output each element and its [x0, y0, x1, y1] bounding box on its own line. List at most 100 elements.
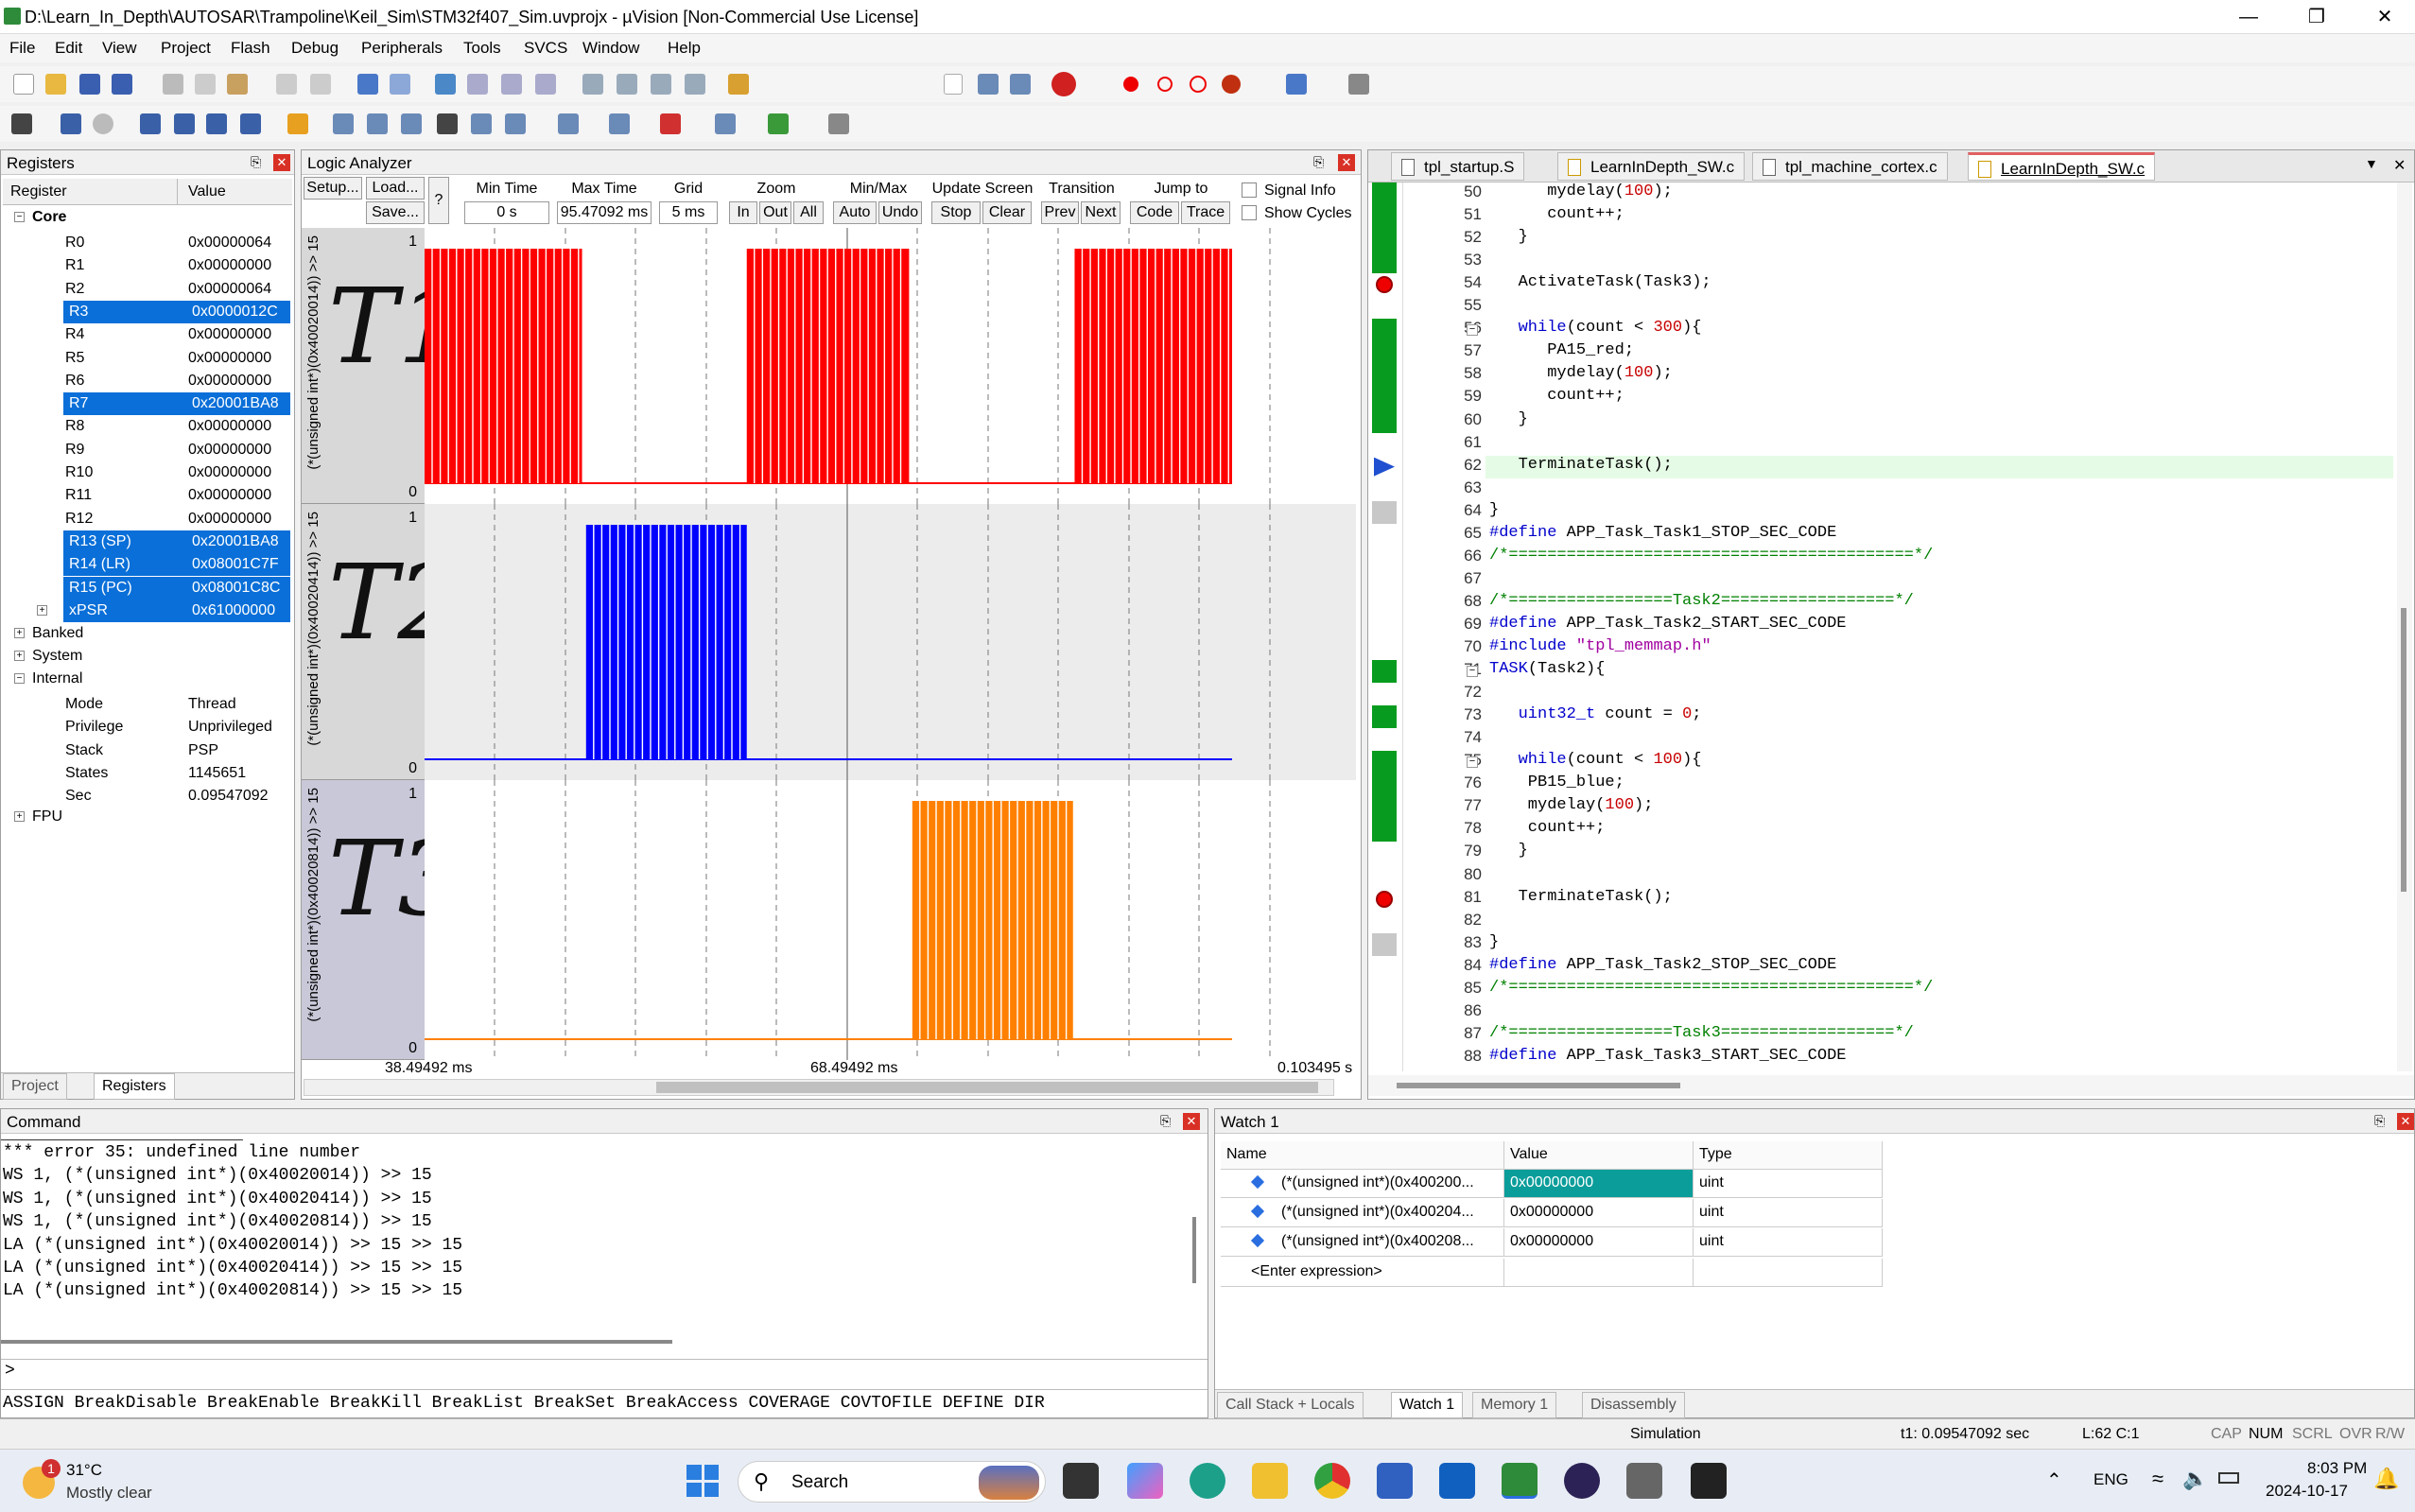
register-value[interactable]: 0x00000000 [188, 464, 272, 480]
col-type[interactable]: Type [1694, 1141, 1883, 1170]
incremental-find-icon[interactable] [1010, 74, 1031, 95]
undo-icon[interactable] [276, 74, 297, 95]
group-banked[interactable]: + Banked [14, 625, 83, 642]
internal-row[interactable]: States 1145651 [1, 762, 290, 785]
code-area[interactable]: 50 mydelay(100); 51 count++; 52 } 53 54 Acti… [1368, 182, 2395, 1071]
paste-icon[interactable] [227, 74, 248, 95]
analysis-window-icon[interactable] [660, 113, 681, 134]
save-all-icon[interactable] [112, 74, 132, 95]
watch-value[interactable]: 0x00000000 [1504, 1170, 1694, 1198]
snipping-tool-icon[interactable] [1626, 1463, 1662, 1499]
tab-project[interactable]: Project [3, 1073, 67, 1100]
next-button[interactable]: Next [1081, 201, 1121, 224]
register-row[interactable]: R13 (SP) 0x20001BA8 [1, 530, 290, 553]
find-combo-icon[interactable] [944, 74, 963, 95]
save-icon[interactable] [79, 74, 100, 95]
chrome-icon[interactable] [1314, 1463, 1350, 1499]
breakpoint-icon[interactable] [1376, 890, 1393, 908]
redo-icon[interactable] [310, 74, 331, 95]
volume-icon[interactable]: 🔈 [2182, 1467, 2209, 1490]
step-out-icon[interactable] [206, 113, 227, 134]
menu-file[interactable]: File [9, 39, 36, 57]
register-row[interactable]: R6 0x00000000 [1, 370, 290, 392]
code-button[interactable]: Code [1130, 201, 1179, 224]
register-row[interactable]: R14 (LR) 0x08001C7F [1, 553, 290, 577]
register-row[interactable]: R8 0x00000000 [1, 415, 290, 438]
command-window-icon[interactable] [333, 113, 354, 134]
collapse-icon[interactable]: − [14, 673, 25, 685]
waveform-2[interactable] [425, 504, 1356, 780]
debug-session-icon[interactable] [1051, 72, 1076, 96]
toolbox-icon[interactable] [828, 113, 849, 134]
menu-window[interactable]: Window [582, 39, 640, 57]
signal-label-1[interactable]: (*(unsigned int*)(0x40020014)) >> 15 1 0 [302, 228, 425, 504]
watch-window-icon[interactable] [505, 113, 526, 134]
system-viewer-icon[interactable] [768, 113, 789, 134]
watch-name[interactable]: (*(unsigned int*)(0x400204... [1221, 1199, 1504, 1227]
register-value[interactable]: 0x00000064 [188, 280, 272, 297]
copilot-icon[interactable] [1127, 1463, 1163, 1499]
register-row[interactable]: R12 0x00000000 [1, 508, 290, 530]
close-icon[interactable]: ✕ [1183, 1113, 1200, 1130]
menu-debug[interactable]: Debug [291, 39, 339, 57]
signal-label-2[interactable]: (*(unsigned int*)(0x40020414)) >> 15 1 0 [302, 504, 425, 780]
zoom-in-button[interactable]: In [729, 201, 757, 224]
reset-icon[interactable] [11, 113, 32, 134]
register-value[interactable]: 0x00000000 [188, 257, 272, 274]
fold-icon[interactable]: − [1467, 324, 1478, 337]
tab-memory-1[interactable]: Memory 1 [1472, 1392, 1557, 1418]
tray-chevron-icon[interactable]: ⌃ [2046, 1470, 2062, 1491]
find-in-files-icon[interactable] [728, 74, 749, 95]
search-box[interactable]: ⚲ Search [738, 1461, 1046, 1503]
menu-project[interactable]: Project [161, 39, 211, 57]
cut-icon[interactable] [163, 74, 183, 95]
scrollbar-thumb[interactable] [1397, 1083, 1680, 1088]
register-value[interactable]: 0x00000000 [188, 487, 272, 504]
waveform-3[interactable] [425, 780, 1356, 1060]
nav-forward-icon[interactable] [390, 74, 410, 95]
signal-tracks[interactable]: (*(unsigned int*)(0x40020014)) >> 15 1 0 T1… [302, 228, 1361, 1060]
step-over-icon[interactable] [174, 113, 195, 134]
horizontal-scrollbar[interactable] [304, 1079, 1334, 1096]
setup-button[interactable]: Setup... [304, 177, 362, 200]
register-value[interactable]: 0x00000000 [188, 372, 272, 389]
register-row[interactable]: R5 0x00000000 [1, 347, 290, 370]
register-row[interactable]: R10 0x00000000 [1, 461, 290, 484]
watch-name[interactable]: (*(unsigned int*)(0x400208... [1221, 1228, 1504, 1257]
configure-icon[interactable] [1348, 74, 1369, 95]
find-icon[interactable] [978, 74, 999, 95]
store-icon[interactable] [1377, 1463, 1413, 1499]
watch-value[interactable]: 0x00000000 [1504, 1228, 1694, 1257]
register-value[interactable]: 0x00000000 [188, 349, 272, 366]
col-value[interactable]: Value [1504, 1141, 1694, 1170]
clear-button[interactable]: Clear [982, 201, 1032, 224]
notifications-icon[interactable]: 🔔 [2373, 1467, 2400, 1490]
minimize-button[interactable]: — [2239, 7, 2258, 27]
clock-date[interactable]: 2024-10-17 [2266, 1482, 2348, 1500]
auto-button[interactable]: Auto [833, 201, 877, 224]
register-value[interactable]: 0x00000000 [188, 510, 272, 527]
enter-expression[interactable]: <Enter expression> [1221, 1259, 1504, 1287]
close-button[interactable]: ✕ [2376, 7, 2393, 27]
breakpoint-icon[interactable] [1376, 276, 1393, 294]
tab-list-dropdown-icon[interactable]: ▼ [2365, 156, 2378, 171]
watch-name[interactable]: (*(unsigned int*)(0x400200... [1221, 1170, 1504, 1198]
fold-icon[interactable]: − [1467, 666, 1478, 678]
trace-button[interactable]: Trace [1181, 201, 1230, 224]
group-fpu[interactable]: + FPU [14, 808, 62, 826]
run-icon[interactable] [61, 113, 81, 134]
trace-window-icon[interactable] [715, 113, 736, 134]
internal-row[interactable]: Sec 0.09547092 [1, 785, 290, 808]
register-row[interactable]: R0 0x00000064 [1, 232, 290, 254]
step-in-icon[interactable] [140, 113, 161, 134]
keil-uvision-icon[interactable] [1502, 1463, 1538, 1499]
zoom-all-button[interactable]: All [793, 201, 824, 224]
register-value[interactable]: 0x00000000 [188, 418, 272, 435]
wifi-icon[interactable]: ≈ [2152, 1467, 2164, 1490]
signal-info-checkbox[interactable] [1242, 182, 1257, 198]
run-to-cursor-icon[interactable] [240, 113, 261, 134]
breakpoint-kill-all-icon[interactable] [1222, 75, 1241, 94]
signal-label-3[interactable]: (*(unsigned int*)(0x40020814)) >> 15 1 0 [302, 780, 425, 1060]
register-value[interactable]: 0x20001BA8 [188, 395, 283, 413]
register-value[interactable]: 0x61000000 [188, 601, 280, 619]
